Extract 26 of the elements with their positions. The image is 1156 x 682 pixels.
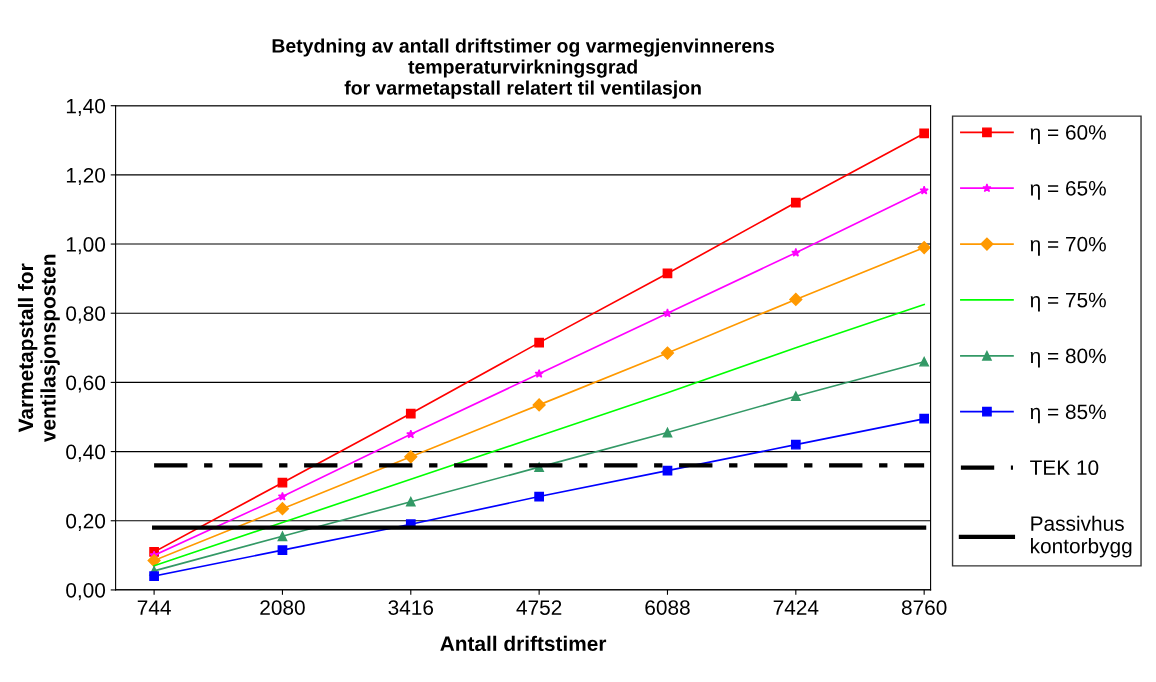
legend-label: η = 70% xyxy=(1030,236,1106,256)
x-tick-label: 3416 xyxy=(388,600,434,615)
legend-label: Passivhus kontorbygg xyxy=(1031,515,1132,558)
x-tick-label: 7424 xyxy=(773,600,819,615)
y-tick-label: 1,20 xyxy=(66,167,106,186)
y-tick-label: 1,40 xyxy=(66,98,106,116)
x-tick-label: 6088 xyxy=(645,600,690,615)
x-tick-label: 744 xyxy=(137,600,171,615)
legend-label: η = 85% xyxy=(1030,404,1106,424)
y-tick-label: 0,00 xyxy=(66,582,106,601)
y-tick-label: 0,20 xyxy=(66,513,106,531)
legend-label: TEK 10 xyxy=(1030,460,1099,476)
legend-label: η = 65% xyxy=(1030,180,1106,200)
x-tick-label: 8760 xyxy=(901,600,947,615)
y-tick-label: 0,60 xyxy=(66,375,106,393)
legend-label: η = 75% xyxy=(1030,292,1106,312)
y-tick-label: 0,40 xyxy=(66,444,106,462)
chart-title: Betydning av antall driftstimer og varmegjenvinnerens temperaturvirkningsgrad for varmetapstall relatert til ventilasjon xyxy=(272,38,775,99)
y-axis-title: Varmetapstall for ventilasjonsposten xyxy=(17,254,60,443)
y-tick-label: 1,00 xyxy=(66,237,106,255)
x-tick-label: 2080 xyxy=(260,600,305,615)
x-axis-title: Antall driftstimer xyxy=(440,635,607,652)
legend-label: η = 80% xyxy=(1030,348,1106,368)
legend-label: η = 60% xyxy=(1030,125,1106,144)
x-tick-label: 4752 xyxy=(516,600,562,615)
y-tick-label: 0,80 xyxy=(66,306,106,324)
